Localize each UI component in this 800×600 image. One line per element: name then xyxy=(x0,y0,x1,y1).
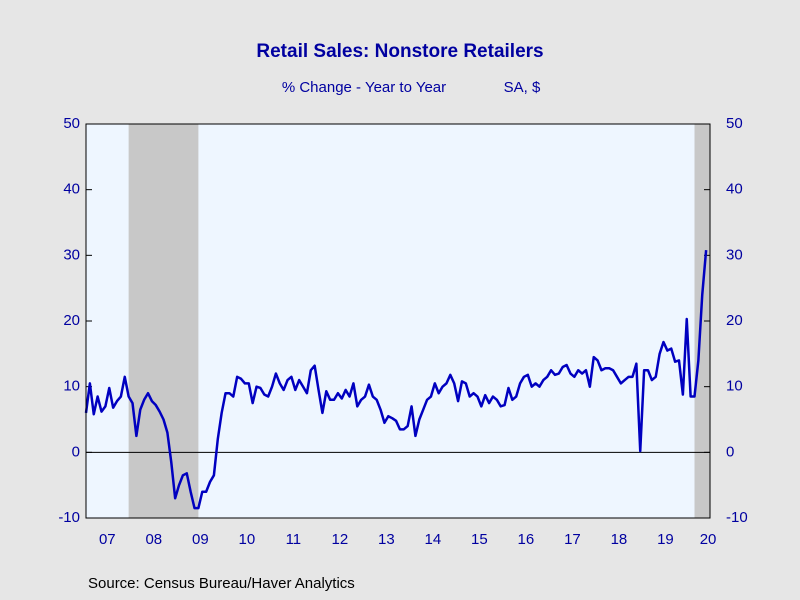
x-tick-label: 13 xyxy=(378,531,395,548)
y2-tick-label: 20 xyxy=(726,312,743,329)
data-line xyxy=(84,249,708,510)
x-tick-label: 20 xyxy=(700,531,717,548)
recession-band xyxy=(128,124,199,518)
y-tick-label: 0 xyxy=(72,443,80,460)
x-tick-label: 19 xyxy=(657,531,674,548)
subtitle: % Change - Year to Year xyxy=(282,79,446,96)
x-tick-label: 11 xyxy=(286,531,302,548)
recession-band xyxy=(694,124,710,518)
x-tick-label: 18 xyxy=(611,531,628,548)
plot-area xyxy=(85,123,711,519)
chart-title: Retail Sales: Nonstore Retailers xyxy=(256,41,543,62)
x-tick-label: 09 xyxy=(192,531,209,548)
units: SA, $ xyxy=(504,79,541,96)
y-tick-label: -10 xyxy=(58,509,80,526)
y2-tick-label: 50 xyxy=(726,115,743,132)
x-tick-label: 15 xyxy=(471,531,488,548)
y2-tick-label: 0 xyxy=(726,443,734,460)
x-tick-label: 16 xyxy=(518,531,535,548)
y2-tick-label: 40 xyxy=(726,181,743,198)
y-tick-label: 50 xyxy=(63,115,80,132)
x-tick-label: 10 xyxy=(239,531,256,548)
y2-tick-label: 10 xyxy=(726,378,743,395)
y-tick-label: 30 xyxy=(63,246,80,263)
y-tick-label: 20 xyxy=(63,312,80,329)
y-tick-label: 40 xyxy=(63,181,80,198)
x-tick-label: 17 xyxy=(564,531,581,548)
source: Source: Census Bureau/Haver Analytics xyxy=(88,575,355,592)
x-tick-label: 12 xyxy=(332,531,349,548)
x-tick-label: 08 xyxy=(145,531,162,548)
y-tick-label: 10 xyxy=(63,378,80,395)
y2-tick-label: -10 xyxy=(726,509,748,526)
x-tick-label: 14 xyxy=(425,531,442,548)
y2-tick-label: 30 xyxy=(726,246,743,263)
x-tick-label: 07 xyxy=(99,531,116,548)
